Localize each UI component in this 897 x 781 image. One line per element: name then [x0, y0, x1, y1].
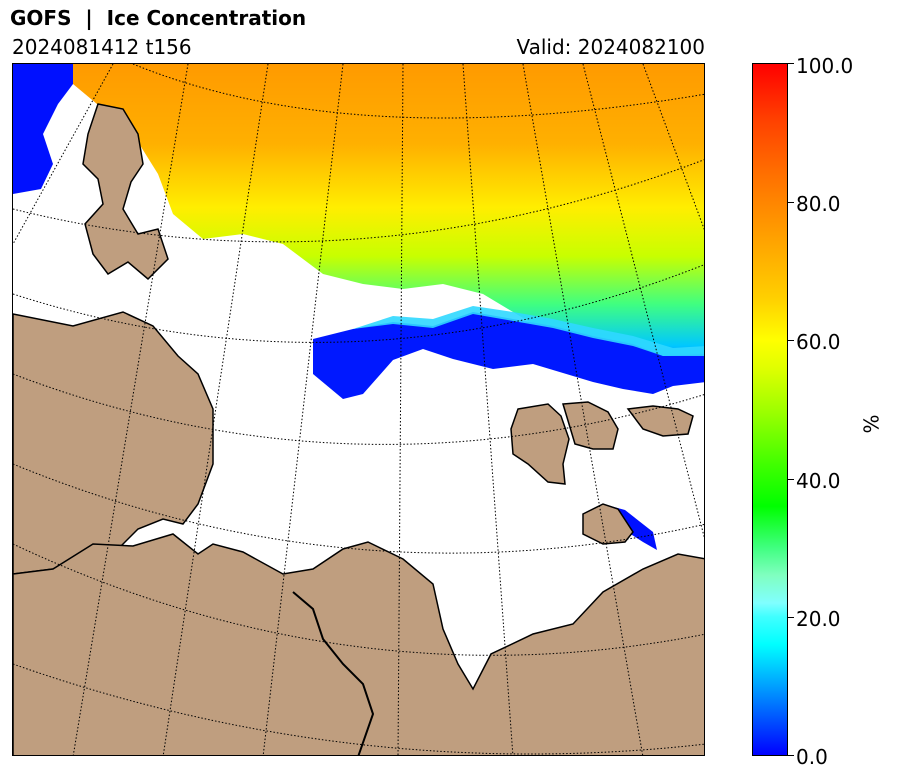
- land-west-continent: [13, 311, 214, 575]
- land-east-island: [582, 503, 634, 545]
- land-east-archipelago-a: [510, 403, 570, 485]
- map-panel: [12, 63, 705, 756]
- land-east-archipelago-c: [626, 405, 694, 437]
- graticule-lat-5: [13, 463, 704, 554]
- graticule-lon-4: [262, 64, 344, 755]
- ice-edge-blue: [313, 312, 704, 399]
- ice-field-high: [73, 64, 704, 384]
- chart-title: GOFS | Ice Concentration: [10, 6, 307, 30]
- graticule-lat-2: [13, 159, 704, 243]
- colorbar-tick-label: 40.0: [796, 469, 841, 493]
- graticule-lat-1: [132, 64, 704, 119]
- colorbar-tick: [788, 340, 794, 341]
- colorbar-unit-label: %: [859, 414, 884, 434]
- graticule-lat-4: [13, 373, 704, 445]
- graticule-lon-2: [72, 64, 189, 755]
- graticule-lat-3: [13, 264, 704, 343]
- land-south-mainland: [13, 533, 704, 755]
- run-label: 2024081412 t156: [12, 35, 192, 59]
- graticule-lon-3: [162, 64, 269, 755]
- colorbar-tick-label: 60.0: [796, 330, 841, 354]
- colorbar-tick: [788, 63, 794, 64]
- colorbar: [752, 63, 788, 756]
- land-islands-north: [82, 103, 169, 281]
- graticule-lat-6: [13, 543, 704, 656]
- colorbar-tick: [788, 755, 794, 756]
- graticule-lon-9: [642, 64, 704, 231]
- colorbar-tick-label: 20.0: [796, 607, 841, 631]
- map-svg: [13, 64, 704, 755]
- graticule-lon-5: [397, 64, 404, 755]
- colorbar-tick-label: 0.0: [796, 745, 828, 769]
- colorbar-tick-label: 100.0: [796, 54, 854, 78]
- colorbar-tick: [788, 202, 794, 203]
- colorbar-tick: [788, 617, 794, 618]
- valid-time-label: Valid: 2024082100: [516, 35, 705, 59]
- graticule-lon-1: [13, 64, 114, 245]
- ice-nw-strip: [13, 64, 73, 194]
- colorbar-tick-label: 80.0: [796, 192, 841, 216]
- colorbar-tick: [788, 479, 794, 480]
- ice-edge-cyan: [353, 306, 704, 356]
- land-east-archipelago-b: [562, 401, 619, 450]
- graticule-lon-6: [462, 64, 514, 755]
- river-line: [292, 591, 375, 755]
- graticule-lat-7: [13, 663, 704, 755]
